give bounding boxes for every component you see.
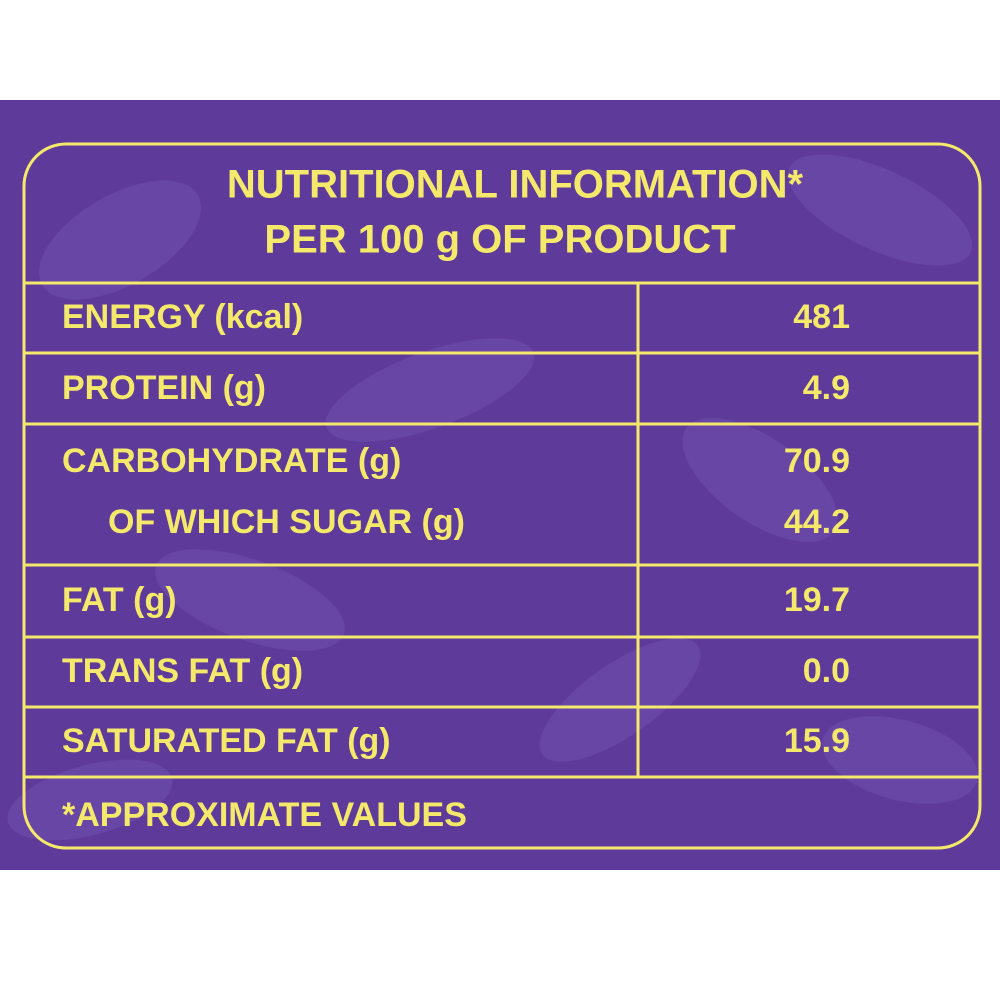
nutrient-value: 19.7 xyxy=(784,581,850,619)
nutrient-value: 15.9 xyxy=(784,722,850,760)
nutrient-label: TRANS FAT (g) xyxy=(62,652,303,690)
title-line: PER 100 g OF PRODUCT xyxy=(264,218,735,262)
nutrient-value: 0.0 xyxy=(803,652,850,690)
nutrient-value: 70.9 xyxy=(784,442,850,480)
nutrient-sublabel: OF WHICH SUGAR (g) xyxy=(108,503,465,541)
outer-border xyxy=(22,142,982,850)
title-line: NUTRITIONAL INFORMATION* xyxy=(227,163,804,207)
nutrient-value: 44.2 xyxy=(784,503,850,541)
nutrient-label: ENERGY (kcal) xyxy=(62,298,303,336)
nutrient-label: CARBOHYDRATE (g) xyxy=(62,442,401,480)
swirl-pattern xyxy=(7,154,978,841)
nutrient-value: 481 xyxy=(793,298,850,336)
table-rules xyxy=(24,281,980,779)
nutrient-label: FAT (g) xyxy=(62,581,177,619)
footnote: *APPROXIMATE VALUES xyxy=(62,796,467,834)
nutrient-value: 4.9 xyxy=(803,369,850,407)
nutrient-label: SATURATED FAT (g) xyxy=(62,722,391,760)
nutrient-label: PROTEIN (g) xyxy=(62,369,266,407)
